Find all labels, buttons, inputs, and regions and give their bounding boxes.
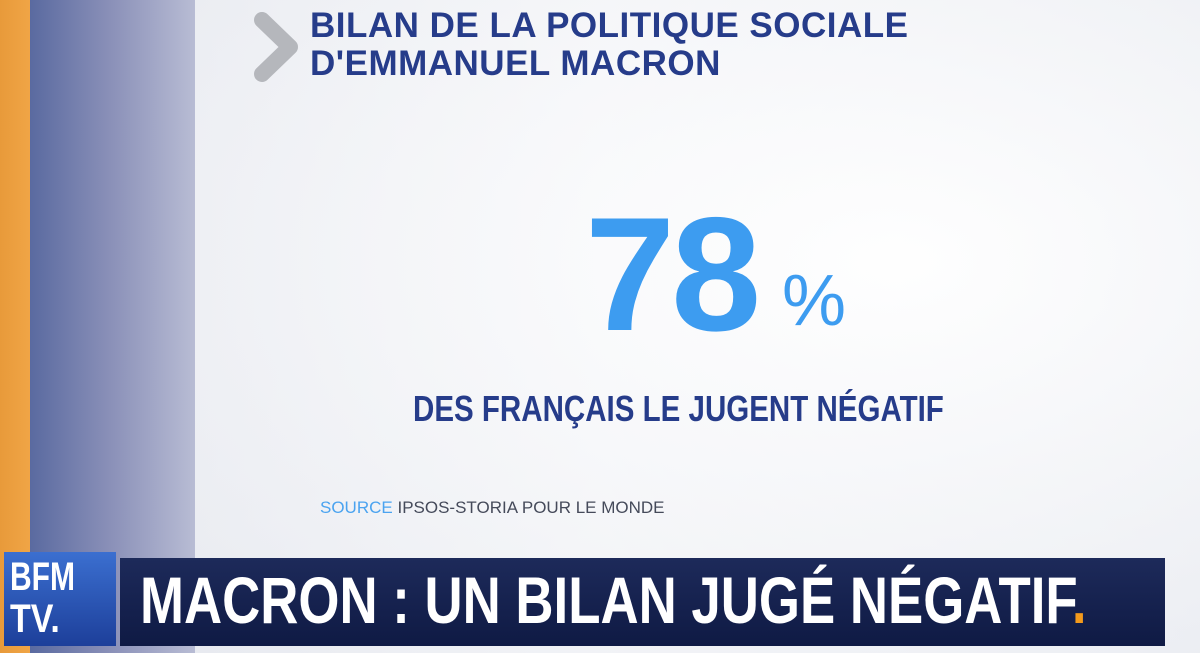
headline: MACRON : UN BILAN JUGÉ NÉGATIF	[140, 563, 1072, 637]
chevron	[254, 12, 298, 82]
logo-line: BFM	[10, 555, 75, 599]
stat-value: 78	[585, 184, 761, 365]
logo	[4, 552, 116, 646]
source-label: SOURCE	[320, 498, 393, 517]
logo-line: TV.	[10, 597, 60, 641]
headline-wrap: MACRON : UN BILAN JUGÉ NÉGATIF.	[140, 562, 1086, 638]
panel-shade	[195, 0, 1200, 653]
stat-unit: %	[782, 261, 847, 341]
source-text: IPSOS-STORIA POUR LE MONDE	[397, 498, 665, 517]
title-line: D'EMMANUEL MACRON	[310, 44, 721, 83]
caption: DES FRANÇAIS LE JUGENT NÉGATIF	[413, 388, 1060, 430]
logo-text: BFM TV.	[10, 556, 97, 640]
banner	[120, 558, 1165, 646]
title-line: BILAN DE LA POLITIQUE SOCIALE	[310, 6, 909, 45]
headline-dot: .	[1071, 563, 1087, 637]
caption-text: DES FRANÇAIS LE JUGENT NÉGATIF	[413, 388, 944, 429]
banner-text: MACRON : UN BILAN JUGÉ NÉGATIF.	[140, 562, 1200, 638]
source: SOURCE IPSOS-STORIA POUR LE MONDE	[320, 498, 665, 518]
